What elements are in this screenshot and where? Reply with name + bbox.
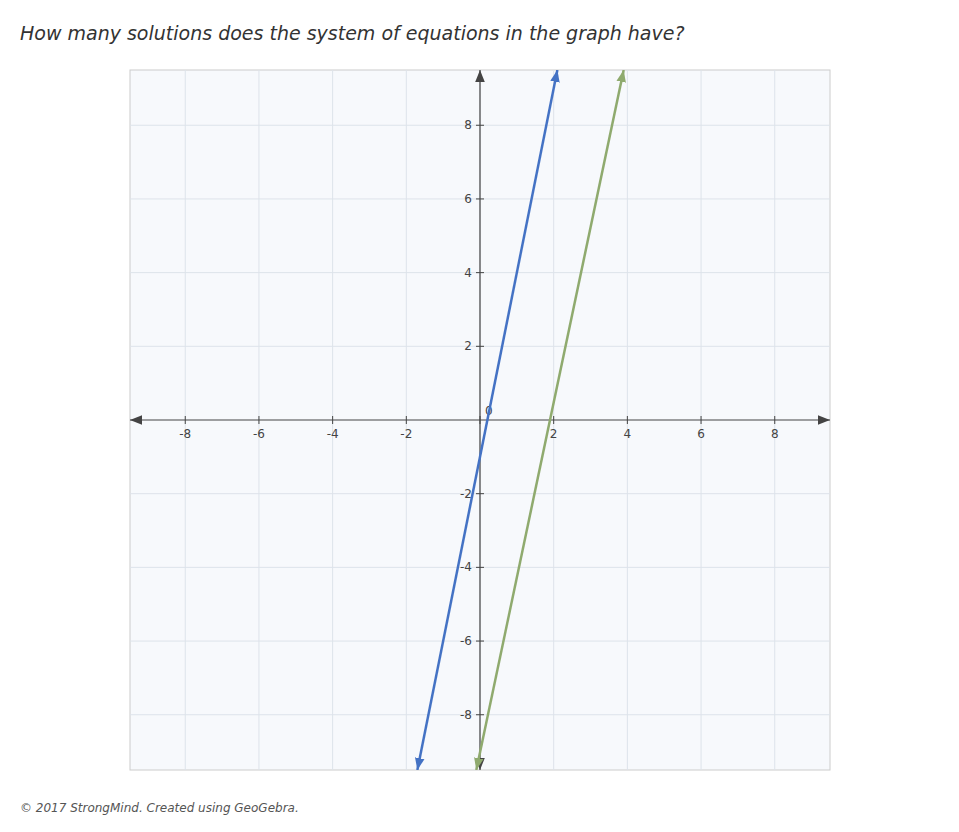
caption: © 2017 StrongMind. Created using GeoGebr… bbox=[20, 801, 299, 815]
y-tick-label: -6 bbox=[460, 634, 472, 648]
y-tick-label: 2 bbox=[464, 339, 472, 353]
y-tick-label: 4 bbox=[464, 266, 472, 280]
y-tick-label: -8 bbox=[460, 708, 472, 722]
title: How many solutions does the system of eq… bbox=[20, 22, 684, 44]
grid-line-y bbox=[130, 567, 830, 568]
y-tick-label: -4 bbox=[460, 560, 472, 574]
grid-line-x bbox=[185, 70, 186, 770]
x-tick bbox=[701, 416, 702, 424]
y-tick-label: 8 bbox=[464, 118, 472, 132]
tick-labels: -8-6-4-202468-8-6-4-22468 bbox=[179, 118, 778, 721]
x-tick bbox=[553, 416, 554, 424]
x-tick bbox=[185, 416, 186, 424]
grid-line-x bbox=[480, 70, 481, 770]
x-tick-label: 2 bbox=[550, 427, 558, 441]
y-tick-label: -2 bbox=[460, 487, 472, 501]
line bbox=[476, 70, 623, 770]
x-tick bbox=[627, 416, 628, 424]
grid bbox=[130, 70, 830, 770]
y-tick bbox=[476, 272, 484, 273]
y-tick bbox=[476, 125, 484, 126]
x-tick-label: 8 bbox=[771, 427, 779, 441]
grid-line-y bbox=[130, 493, 830, 494]
grid-line-x bbox=[701, 70, 702, 770]
grid-line-x bbox=[332, 70, 333, 770]
y-tick bbox=[476, 346, 484, 347]
x-tick bbox=[774, 416, 775, 424]
y-tick bbox=[476, 641, 484, 642]
grid-line-x bbox=[406, 70, 407, 770]
grid-line-x bbox=[627, 70, 628, 770]
grid-line-y bbox=[130, 198, 830, 199]
grid-line-y bbox=[130, 641, 830, 642]
chart: -8-6-4-202468-8-6-4-22468How many soluti… bbox=[0, 0, 959, 832]
lines bbox=[417, 70, 623, 770]
x-tick bbox=[480, 416, 481, 424]
y-axis bbox=[479, 70, 480, 770]
line bbox=[417, 70, 557, 770]
x-tick-label: -6 bbox=[253, 427, 265, 441]
y-tick bbox=[476, 198, 484, 199]
y-tick bbox=[476, 493, 484, 494]
grid-line-y bbox=[130, 125, 830, 126]
grid-line-x bbox=[774, 70, 775, 770]
y-tick bbox=[476, 567, 484, 568]
x-tick-label: 6 bbox=[697, 427, 705, 441]
x-tick bbox=[406, 416, 407, 424]
x-tick-label: -4 bbox=[327, 427, 339, 441]
x-tick-label: 4 bbox=[624, 427, 632, 441]
y-tick-label: 6 bbox=[464, 192, 472, 206]
grid-line-y bbox=[130, 714, 830, 715]
x-tick-label: -8 bbox=[179, 427, 191, 441]
grid-line-y bbox=[130, 272, 830, 273]
x-tick bbox=[332, 416, 333, 424]
grid-line-x bbox=[553, 70, 554, 770]
grid-line-y bbox=[130, 346, 830, 347]
grid-line-x bbox=[258, 70, 259, 770]
x-tick bbox=[258, 416, 259, 424]
y-tick bbox=[476, 714, 484, 715]
x-tick-label: -2 bbox=[400, 427, 412, 441]
plot-frame bbox=[130, 70, 830, 770]
